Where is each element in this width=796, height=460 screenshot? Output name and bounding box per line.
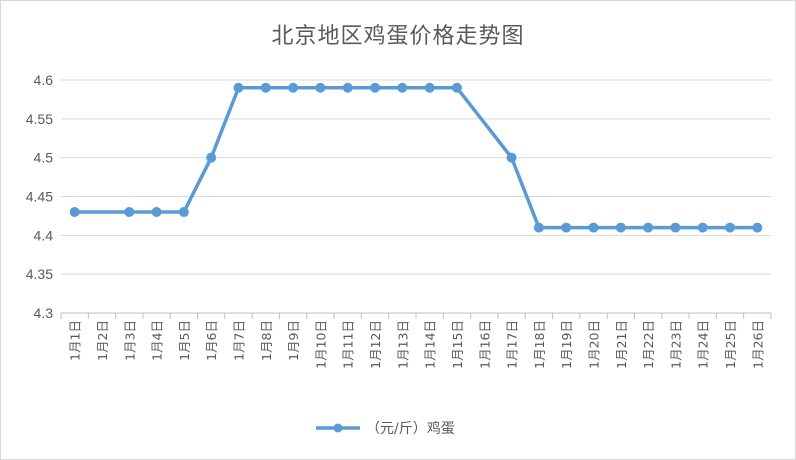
chart-title: 北京地区鸡蛋价格走势图: [271, 24, 525, 49]
x-tick-label: 1月25日: [723, 320, 738, 369]
data-point: [370, 82, 381, 93]
x-tick-label: 1月17日: [505, 320, 520, 369]
y-tick-label: 4.5: [34, 150, 54, 166]
data-point: [670, 222, 681, 233]
x-tick-label: 1月4日: [150, 320, 165, 361]
data-point: [288, 82, 299, 93]
data-point: [725, 222, 736, 233]
x-tick-label: 1月11日: [341, 320, 356, 369]
x-tick-label: 1月10日: [313, 320, 328, 369]
data-point: [397, 82, 408, 93]
x-tick-label: 1月18日: [532, 320, 547, 369]
x-tick-label: 1月12日: [368, 320, 383, 369]
x-tick-label: 1月14日: [423, 320, 438, 369]
x-tick-label: 1月23日: [668, 320, 683, 369]
data-point: [69, 207, 80, 218]
data-point: [533, 222, 544, 233]
x-tick-label: 1月22日: [641, 320, 656, 369]
x-tick-label: 1月7日: [232, 320, 247, 361]
data-point: [697, 222, 708, 233]
data-point: [643, 222, 654, 233]
data-point: [124, 207, 135, 218]
data-point: [615, 222, 626, 233]
x-tick-label: 1月15日: [450, 320, 465, 369]
data-point: [260, 82, 271, 93]
x-tick-label: 1月13日: [395, 320, 410, 369]
x-tick-label: 1月9日: [286, 320, 301, 361]
x-tick-label: 1月26日: [750, 320, 765, 369]
y-tick-label: 4.45: [26, 189, 53, 205]
data-point: [233, 82, 244, 93]
x-tick-label: 1月5日: [177, 320, 192, 361]
data-point: [151, 207, 162, 218]
y-tick-label: 4.3: [34, 305, 54, 321]
x-tick-label: 1月6日: [204, 320, 219, 361]
x-tick-label: 1月3日: [122, 320, 137, 361]
x-tick-label: 1月1日: [68, 320, 83, 361]
x-tick-label: 1月19日: [559, 320, 574, 369]
legend-marker: [333, 423, 343, 433]
data-point: [451, 82, 462, 93]
data-point: [752, 222, 763, 233]
y-tick-label: 4.55: [26, 111, 53, 127]
x-tick-label: 1月24日: [696, 320, 711, 369]
data-point: [506, 152, 517, 163]
data-point: [315, 82, 326, 93]
x-tick-label: 1月20日: [587, 320, 602, 369]
x-tick-label: 1月8日: [259, 320, 274, 361]
data-point: [588, 222, 599, 233]
x-tick-label: 1月21日: [614, 320, 629, 369]
y-tick-label: 4.6: [34, 72, 54, 88]
y-tick-label: 4.4: [34, 227, 54, 243]
y-tick-label: 4.35: [26, 266, 53, 282]
data-point: [561, 222, 572, 233]
data-point: [206, 152, 217, 163]
data-point: [342, 82, 353, 93]
legend-label: （元/斤）鸡蛋: [366, 420, 455, 437]
x-tick-label: 1月2日: [95, 320, 110, 361]
data-point: [178, 207, 189, 218]
data-point: [424, 82, 435, 93]
x-tick-label: 1月16日: [477, 320, 492, 369]
